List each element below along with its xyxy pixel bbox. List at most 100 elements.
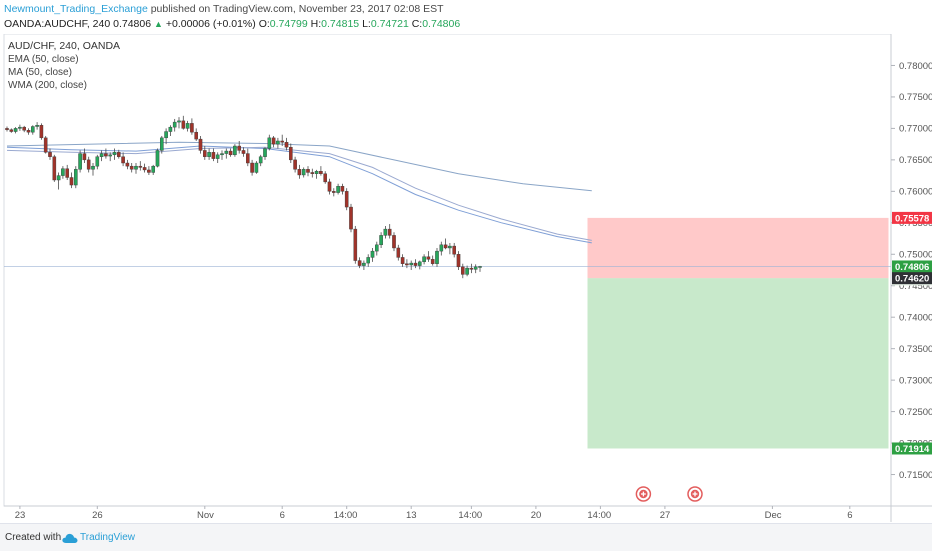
candle-body xyxy=(164,131,168,139)
candle-body xyxy=(9,129,14,132)
price-chart[interactable]: 0.78000 0.77500 0.77000 0.76500 0.76000 0.755… xyxy=(0,33,932,522)
series-line-wma xyxy=(6,141,592,192)
candle-body xyxy=(263,148,267,157)
candle-body xyxy=(379,235,383,246)
price-tick-label: 0.77000 xyxy=(899,124,932,135)
candle-body xyxy=(392,235,396,249)
candle-body xyxy=(78,153,82,170)
price-tick-label: 0.76000 xyxy=(899,187,932,198)
legend-symbol[interactable]: AUD/CHF, 240, OANDA xyxy=(8,40,121,52)
price-tick-label: 0.73000 xyxy=(899,375,932,386)
candle-body xyxy=(31,126,35,133)
last-price: 0.74806 xyxy=(113,18,152,30)
candle-body xyxy=(125,162,130,167)
candle-body xyxy=(172,121,177,128)
candle-body xyxy=(116,152,121,157)
time-tick-label: 14:00 xyxy=(587,510,611,521)
candle-body xyxy=(349,206,353,230)
candle-body xyxy=(224,150,229,154)
legend-ema[interactable]: EMA (50, close) xyxy=(8,54,79,65)
publish-info: published on TradingView.com, November 2… xyxy=(147,3,444,15)
candle-body xyxy=(181,120,186,129)
candle-body xyxy=(142,167,147,171)
time-tick-label: Dec xyxy=(765,510,782,521)
candle-body xyxy=(461,266,465,275)
candle-body xyxy=(409,262,414,266)
candle-body xyxy=(396,247,401,258)
close-value: 0.74806 xyxy=(422,18,461,30)
chart-area[interactable]: 0.78000 0.77500 0.77000 0.76500 0.76000 0.755… xyxy=(0,33,932,522)
candle-body xyxy=(375,244,379,252)
candle-body xyxy=(430,259,435,264)
candle-body xyxy=(5,128,9,130)
symbol-label: OANDA:AUDCHF, 240 xyxy=(4,18,111,30)
candle-body xyxy=(473,266,478,270)
price-tick-label: 0.74000 xyxy=(899,313,932,324)
candle-body xyxy=(254,162,259,173)
candle-body xyxy=(297,169,302,176)
series-line-ma xyxy=(6,146,592,241)
candle-body xyxy=(82,153,87,161)
candle-body xyxy=(435,250,439,264)
candle-body xyxy=(26,130,31,133)
candle-body xyxy=(280,140,285,143)
candle-body xyxy=(336,186,340,193)
time-tick-label: 6 xyxy=(280,510,285,521)
up-arrow-icon: ▲ xyxy=(154,19,163,29)
last-price-label: 0.74806 xyxy=(895,262,929,273)
close-label: C: xyxy=(411,18,423,30)
candle-body xyxy=(39,125,44,139)
candle-body xyxy=(405,263,409,266)
candle-body xyxy=(56,175,61,181)
candle-body xyxy=(13,128,18,132)
candle-body xyxy=(65,168,69,178)
candle-body xyxy=(383,228,388,236)
candle-body xyxy=(357,260,362,266)
candle-body xyxy=(362,262,366,266)
tradingview-cloud-icon[interactable] xyxy=(62,531,78,549)
candle-body xyxy=(48,152,52,157)
candle-body xyxy=(237,145,242,151)
candle-body xyxy=(73,169,78,186)
candle-body xyxy=(168,126,173,132)
candle-body xyxy=(271,137,276,145)
candle-body xyxy=(138,165,143,168)
stop-loss-zone[interactable] xyxy=(587,217,889,279)
candle-body xyxy=(86,159,91,170)
candle-body xyxy=(52,156,57,181)
candle-body xyxy=(332,191,336,193)
created-with-text: Created with xyxy=(5,532,62,543)
candle-body xyxy=(301,169,306,176)
indicator-legend: AUD/CHF, 240, OANDA EMA (50, close) MA (… xyxy=(8,40,120,92)
time-tick-label: 14:00 xyxy=(458,510,482,521)
tradingview-brand-link[interactable]: TradingView xyxy=(80,532,136,543)
time-tick-label: 20 xyxy=(531,510,542,521)
footer: Created with TradingView xyxy=(0,523,932,551)
high-label: H: xyxy=(310,18,322,30)
take-profit-zone[interactable] xyxy=(587,278,889,449)
candle-body xyxy=(327,181,332,192)
candle-body xyxy=(151,165,156,173)
candle-body xyxy=(245,153,250,164)
legend-ma[interactable]: MA (50, close) xyxy=(8,67,72,78)
candle-body xyxy=(202,150,207,157)
candle-body xyxy=(121,156,125,164)
price-tick-label: 0.73500 xyxy=(899,344,932,355)
price-tick-label: 0.75000 xyxy=(899,250,932,261)
candle-body xyxy=(284,142,289,148)
publish-line: Newmount_Trading_Exchange published on T… xyxy=(4,3,444,15)
open-value: 0.74799 xyxy=(269,18,308,30)
author-link[interactable]: Newmount_Trading_Exchange xyxy=(4,3,148,15)
stop-price-tag xyxy=(892,211,932,224)
legend-wma[interactable]: WMA (200, close) xyxy=(8,80,87,91)
candle-body xyxy=(353,228,358,261)
candle-body xyxy=(99,153,104,157)
price-tick-label: 0.76500 xyxy=(899,155,932,166)
candle-body xyxy=(207,152,211,157)
candle-body xyxy=(293,159,297,170)
high-value: 0.74815 xyxy=(321,18,360,30)
time-tick-label: 13 xyxy=(406,510,417,521)
candle-body xyxy=(443,244,448,249)
candle-body xyxy=(220,153,224,156)
target-price-label: 0.71914 xyxy=(895,444,930,455)
